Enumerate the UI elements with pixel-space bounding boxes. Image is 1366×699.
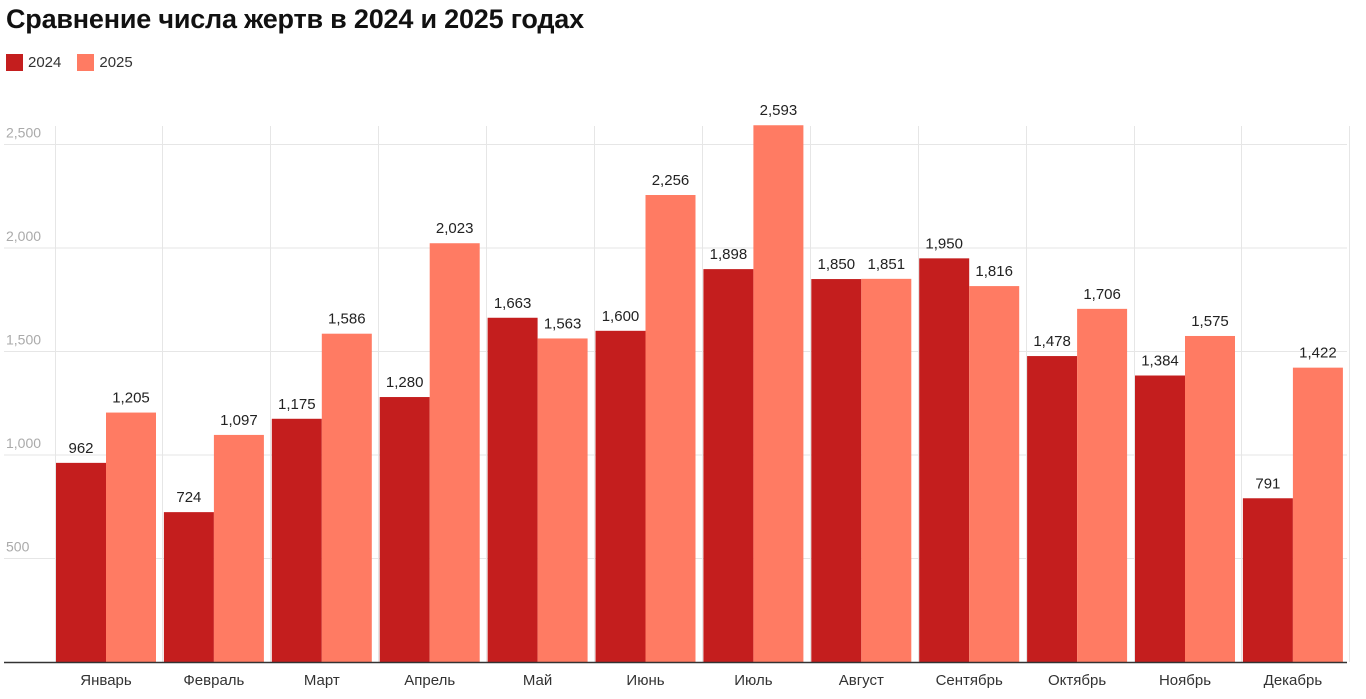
legend-swatch-2025 — [77, 54, 95, 71]
bar-2024-6[interactable] — [703, 269, 754, 662]
bar-2025-7[interactable] — [861, 278, 912, 662]
data-label-2024-9: 1,478 — [1033, 333, 1071, 350]
data-label-2024-3: 1,280 — [386, 374, 424, 391]
data-label-2024-5: 1,600 — [602, 308, 640, 325]
data-label-2025-0: 1,205 — [112, 390, 150, 407]
bar-2024-4[interactable] — [487, 317, 538, 662]
bar-2025-8[interactable] — [969, 286, 1020, 662]
data-label-2025-6: 2,593 — [760, 102, 798, 119]
bar-2024-7[interactable] — [811, 279, 862, 662]
label-layer: 500 1,000 1,500 2,000 2,500 962 1,205 Январь 724… — [4, 102, 1347, 689]
bar-2024-2[interactable] — [271, 418, 322, 662]
y-tick-label-1500: 1,500 — [6, 332, 41, 348]
bar-2025-5[interactable] — [645, 195, 696, 662]
legend-swatch-2024 — [6, 54, 23, 71]
bar-2025-2[interactable] — [321, 333, 372, 662]
bar-2025-6[interactable] — [753, 125, 804, 662]
bar-2024-9[interactable] — [1027, 356, 1078, 662]
bar-2025-9[interactable] — [1077, 308, 1128, 662]
x-tick-label-8: Сентябрь — [936, 672, 1003, 689]
x-tick-label-7: Август — [839, 672, 884, 689]
x-tick-label-0: Январь — [80, 672, 132, 689]
bar-2024-10[interactable] — [1135, 375, 1185, 662]
bar-2025-11[interactable] — [1292, 367, 1343, 662]
y-tick-label-2500: 2,500 — [6, 125, 41, 141]
data-label-2024-0: 962 — [68, 440, 93, 457]
x-tick-label-3: Апрель — [404, 672, 455, 689]
y-tick-label-1000: 1,000 — [6, 435, 41, 451]
data-label-2025-7: 1,851 — [868, 256, 906, 273]
chart-title: Сравнение числа жертв в 2024 и 2025 года… — [6, 4, 584, 34]
data-label-2025-3: 2,023 — [436, 220, 474, 237]
x-tick-label-11: Декабрь — [1264, 672, 1323, 689]
bar-2024-5[interactable] — [595, 330, 646, 662]
y-tick-label-500: 500 — [6, 539, 30, 555]
data-label-2025-5: 2,256 — [652, 172, 690, 189]
legend-item-2024[interactable]: 2024 — [6, 54, 61, 71]
bar-2024-0[interactable] — [56, 462, 106, 662]
bar-2025-0[interactable] — [106, 412, 156, 662]
data-label-2025-11: 1,422 — [1299, 345, 1337, 362]
bar-2025-1[interactable] — [213, 434, 264, 662]
data-label-2024-1: 724 — [176, 489, 201, 506]
data-label-2024-6: 1,898 — [710, 246, 748, 263]
x-tick-label-5: Июнь — [626, 672, 664, 689]
bar-2024-3[interactable] — [379, 397, 430, 662]
bar-2024-8[interactable] — [919, 258, 970, 662]
legend-label-2024: 2024 — [28, 54, 62, 71]
x-tick-label-4: Май — [523, 672, 552, 689]
data-label-2025-2: 1,586 — [328, 311, 366, 328]
bar-2025-10[interactable] — [1185, 335, 1235, 662]
legend-item-2025[interactable]: 2025 — [77, 54, 133, 71]
data-label-2024-8: 1,950 — [925, 235, 963, 252]
bar-2025-4[interactable] — [537, 338, 588, 662]
x-tick-label-6: Июль — [734, 672, 772, 689]
legend-label-2025: 2025 — [99, 54, 133, 71]
bar-2024-1[interactable] — [163, 512, 214, 662]
x-tick-label-1: Февраль — [183, 672, 244, 689]
data-label-2024-4: 1,663 — [494, 295, 532, 312]
bar-2025-3[interactable] — [429, 243, 480, 662]
data-label-2025-1: 1,097 — [220, 412, 258, 429]
data-label-2024-2: 1,175 — [278, 396, 316, 413]
bar-2024-11[interactable] — [1242, 498, 1293, 662]
data-label-2025-4: 1,563 — [544, 315, 582, 332]
bar-layer — [56, 125, 1343, 662]
y-tick-label-2000: 2,000 — [6, 228, 41, 244]
data-label-2025-9: 1,706 — [1083, 286, 1121, 303]
data-label-2024-11: 791 — [1255, 475, 1280, 492]
data-label-2025-8: 1,816 — [975, 263, 1013, 280]
x-tick-label-10: Ноябрь — [1159, 672, 1211, 689]
data-label-2024-7: 1,850 — [818, 256, 856, 273]
x-tick-label-2: Март — [304, 672, 340, 689]
data-label-2025-10: 1,575 — [1191, 313, 1229, 330]
data-label-2024-10: 1,384 — [1141, 353, 1179, 370]
x-tick-label-9: Октябрь — [1048, 672, 1106, 689]
legend: 2024 2025 — [6, 54, 133, 71]
